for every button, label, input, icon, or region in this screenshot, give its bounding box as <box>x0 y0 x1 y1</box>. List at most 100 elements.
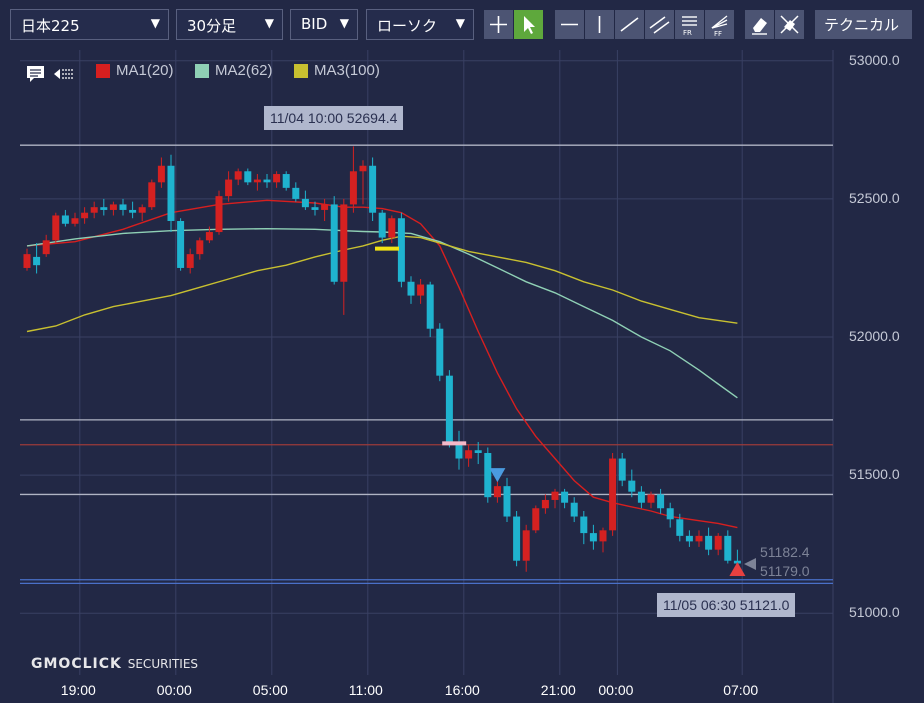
candle <box>90 201 98 219</box>
brand-sub: SECURITIES <box>127 657 199 671</box>
channel-icon <box>649 16 670 34</box>
y-tick-label: 51000.0 <box>849 604 900 621</box>
candle <box>234 168 242 186</box>
candle-body <box>647 494 655 503</box>
candle <box>33 243 41 274</box>
candle-body <box>551 491 559 500</box>
chart-type-dropdown[interactable]: ローソク ▼ <box>366 9 474 40</box>
candle <box>177 218 185 271</box>
candle-body <box>167 165 175 221</box>
candle <box>340 198 348 315</box>
legend-label: MA2(62) <box>215 62 273 79</box>
candle-body <box>541 499 549 509</box>
candle-body <box>244 171 252 183</box>
candle <box>129 201 137 219</box>
price-chart[interactable] <box>0 50 924 703</box>
markers <box>375 246 756 577</box>
timeframe-dropdown[interactable]: 30分足 ▼ <box>176 9 283 40</box>
fibonacci-retracement-tool[interactable]: FR <box>675 10 704 39</box>
timeframe-label: 30分足 <box>187 17 237 35</box>
candle-body <box>301 198 309 208</box>
technical-button[interactable]: テクニカル <box>815 10 912 39</box>
symbol-dropdown[interactable]: 日本225 ▼ <box>10 9 169 40</box>
crosshair-button[interactable] <box>484 10 513 39</box>
candle <box>148 179 156 210</box>
channel-tool[interactable] <box>645 10 674 39</box>
candle <box>157 157 165 188</box>
candle-body <box>532 508 540 531</box>
candle-body <box>157 165 165 183</box>
candle <box>589 524 597 550</box>
x-tick-label: 16:00 <box>444 682 480 698</box>
price-type-label: BID <box>301 15 328 33</box>
candle <box>522 524 530 572</box>
candle <box>561 488 569 509</box>
candle <box>580 511 588 545</box>
candle <box>714 533 722 556</box>
vertical-line-tool[interactable] <box>585 10 614 39</box>
legend-label: MA3(100) <box>314 62 380 79</box>
candle <box>676 513 684 542</box>
y-tick-label: 52000.0 <box>849 328 900 344</box>
trend-line-tool[interactable] <box>615 10 644 39</box>
candle <box>215 190 223 235</box>
candle <box>186 248 194 274</box>
candle <box>205 226 213 244</box>
symbol-label: 日本225 <box>21 17 80 35</box>
pointer-button[interactable] <box>514 10 543 39</box>
horizontal-line-tool[interactable] <box>555 10 584 39</box>
candle-body <box>253 179 261 183</box>
ma-line <box>26 227 738 399</box>
x-tick-label: 21:00 <box>540 682 576 698</box>
candle-body <box>186 254 194 268</box>
fibonacci-fan-icon: FF <box>711 15 728 38</box>
candle-body <box>724 535 732 561</box>
candle-body <box>52 215 60 241</box>
candle <box>724 530 732 564</box>
fibonacci-fan-tool[interactable]: FF <box>705 10 734 39</box>
x-tick-label: 11:00 <box>348 682 383 698</box>
candle <box>330 196 338 285</box>
erase-all-button[interactable] <box>775 10 804 39</box>
candle <box>42 234 50 257</box>
candle <box>292 182 300 202</box>
vertical-line-icon <box>598 16 601 33</box>
ma1-swatch <box>96 64 110 78</box>
candle <box>705 527 713 556</box>
ma-line <box>26 199 738 529</box>
candle-body <box>407 281 415 296</box>
candle <box>301 190 309 210</box>
candle <box>628 469 636 498</box>
candle-body <box>138 207 146 213</box>
up-triangle-marker <box>729 562 746 577</box>
candle-body <box>282 174 290 188</box>
candle-body <box>589 533 597 542</box>
eraser-button[interactable] <box>745 10 774 39</box>
candle <box>196 237 204 260</box>
candle <box>551 488 559 509</box>
candle <box>282 171 290 191</box>
candle <box>570 497 578 523</box>
candle <box>23 248 31 271</box>
candle-body <box>388 218 396 238</box>
price-pointer <box>744 558 756 570</box>
candle <box>484 447 492 503</box>
chat-icon[interactable] <box>26 65 46 82</box>
toolbar: 日本225 ▼ 30分足 ▼ BID ▼ ローソク ▼ <box>0 0 924 50</box>
candle <box>436 323 444 382</box>
candle-body <box>493 486 501 498</box>
candle <box>225 171 233 202</box>
candle-body <box>42 240 50 255</box>
collapse-legend-icon[interactable] <box>53 66 75 80</box>
chevron-down-icon: ▼ <box>264 16 274 30</box>
horizontal-lines <box>20 144 833 585</box>
price-type-dropdown[interactable]: BID ▼ <box>290 9 358 40</box>
pointer-icon <box>524 16 535 34</box>
candle-body <box>311 207 319 210</box>
candle-body <box>580 516 588 534</box>
candle <box>685 530 693 547</box>
chart-grid <box>20 50 834 703</box>
candle-body <box>561 491 569 503</box>
candle-body <box>109 204 117 210</box>
